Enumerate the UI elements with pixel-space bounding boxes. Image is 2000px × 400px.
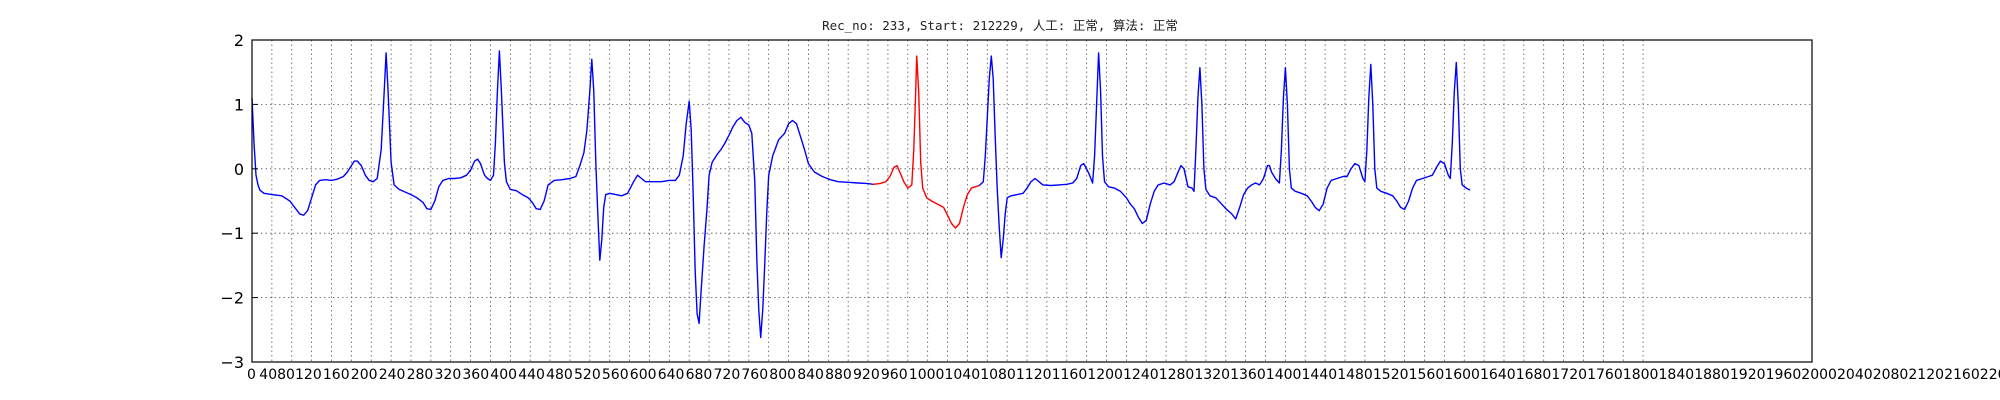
y-tick-label: 1 <box>234 95 244 114</box>
x-tick-label: 1680 <box>1516 367 1552 383</box>
grid-lines <box>252 40 1812 362</box>
x-tick-label: 440 <box>518 367 545 383</box>
x-tick-label: 1000 <box>909 367 945 383</box>
x-tick-label: 1520 <box>1373 367 1409 383</box>
x-tick-label: 2000 <box>1801 367 1837 383</box>
x-tick-label: 960 <box>881 367 908 383</box>
x-tick-label: 1120 <box>1016 367 1052 383</box>
x-tick-label: 4080 <box>259 367 295 383</box>
x-tick-label: 320 <box>435 367 462 383</box>
y-tick-label: −1 <box>220 224 244 243</box>
x-tick-label: 1560 <box>1409 367 1445 383</box>
x-tick-label: 600 <box>630 367 657 383</box>
x-tick-label: 720 <box>714 367 741 383</box>
x-tick-label: 1160 <box>1052 367 1088 383</box>
x-tick-label: 880 <box>825 367 852 383</box>
x-tick-label: 1400 <box>1266 367 1302 383</box>
x-tick-label: 2160 <box>1944 367 1980 383</box>
x-tick-label: 1800 <box>1623 367 1659 383</box>
x-tick-label: 1200 <box>1087 367 1123 383</box>
x-tick-label: 120 <box>295 367 322 383</box>
x-tick-label: 2080 <box>1873 367 1909 383</box>
chart-title: Rec_no: 233, Start: 212229, 人工: 正常, 算法: … <box>822 18 1178 33</box>
x-tick-label: 360 <box>462 367 489 383</box>
x-tick-label: 520 <box>574 367 601 383</box>
x-tick-label: 1760 <box>1587 367 1623 383</box>
x-tick-label: 1360 <box>1230 367 1266 383</box>
x-tick-label: 2120 <box>1908 367 1944 383</box>
x-tick-label: 1840 <box>1659 367 1695 383</box>
ecg-series-line-3 <box>978 52 1471 259</box>
x-tick-label: 1920 <box>1730 367 1766 383</box>
x-tick-label: 1440 <box>1302 367 1338 383</box>
x-tick-label: 2200 <box>1980 367 2000 383</box>
plot-frame <box>251 39 1813 363</box>
x-tick-label: 680 <box>686 367 713 383</box>
y-tick-label: 0 <box>234 160 244 179</box>
series-layer <box>251 50 1471 339</box>
ecg-series-line-1 <box>251 50 874 339</box>
x-tick-label: 760 <box>741 367 768 383</box>
x-tick-label: 840 <box>797 367 824 383</box>
y-tick-label: −2 <box>220 289 244 308</box>
x-tick-label: 1320 <box>1194 367 1230 383</box>
x-tick-label: 160 <box>323 367 350 383</box>
x-tick-label: 1080 <box>980 367 1016 383</box>
x-tick-label: 400 <box>490 367 517 383</box>
y-tick-label: −3 <box>220 353 244 372</box>
ecg-series-line-2 <box>872 55 980 229</box>
x-tick-label: 1960 <box>1766 367 1802 383</box>
x-tick-label: 800 <box>769 367 796 383</box>
x-tick-label: 240 <box>379 367 406 383</box>
x-tick-label: 560 <box>602 367 629 383</box>
y-tick-label: 2 <box>234 31 244 50</box>
x-tick-label: 640 <box>658 367 685 383</box>
x-tick-labels: 0 4080 120 160 200 240 280 320 360 400 440 480 520 56… <box>247 367 2000 383</box>
x-tick-label: 1480 <box>1337 367 1373 383</box>
x-tick-label: 2040 <box>1837 367 1873 383</box>
x-tick-label: 0 <box>247 367 256 383</box>
x-tick-label: 1040 <box>945 367 981 383</box>
x-tick-label: 1600 <box>1444 367 1480 383</box>
x-tick-label: 200 <box>351 367 378 383</box>
x-tick-label: 1240 <box>1123 367 1159 383</box>
x-tick-label: 280 <box>407 367 434 383</box>
x-tick-label: 1720 <box>1551 367 1587 383</box>
x-tick-label: 1280 <box>1159 367 1195 383</box>
x-tick-label: 1880 <box>1694 367 1730 383</box>
x-tick-label: 1640 <box>1480 367 1516 383</box>
x-tick-label: 920 <box>853 367 880 383</box>
x-tick-label: 480 <box>546 367 573 383</box>
